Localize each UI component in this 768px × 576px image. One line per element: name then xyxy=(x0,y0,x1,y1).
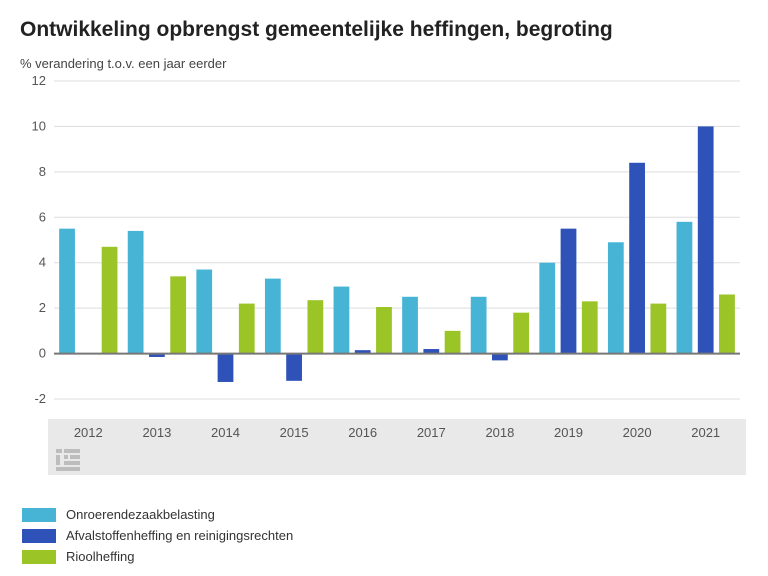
x-tick-label: 2019 xyxy=(554,425,583,440)
legend-swatch xyxy=(22,550,56,564)
legend-label: Afvalstoffenheffing en reinigingsrechten xyxy=(66,528,293,543)
x-tick-label: 2017 xyxy=(417,425,446,440)
bar xyxy=(128,231,144,354)
legend-swatch xyxy=(22,508,56,522)
x-tick-label: 2012 xyxy=(74,425,103,440)
legend-item: Afvalstoffenheffing en reinigingsrechten xyxy=(22,528,362,543)
bar xyxy=(102,247,118,354)
bar xyxy=(402,297,418,354)
x-tick-label: 2016 xyxy=(348,425,377,440)
bar xyxy=(218,354,234,382)
bar xyxy=(677,222,693,354)
bar xyxy=(445,331,461,354)
bar xyxy=(286,354,302,381)
legend-label: Onroerendezaakbelasting xyxy=(66,507,215,522)
bar xyxy=(376,307,392,354)
x-tick-label: 2021 xyxy=(691,425,720,440)
bar xyxy=(59,229,75,354)
y-tick-label: 10 xyxy=(32,118,46,133)
bar xyxy=(239,304,255,354)
x-tick-label: 2020 xyxy=(623,425,652,440)
y-tick-label: 4 xyxy=(39,255,46,270)
y-tick-label: 0 xyxy=(39,346,46,361)
y-tick-label: 2 xyxy=(39,300,46,315)
bar xyxy=(513,313,529,354)
x-tick-label: 2018 xyxy=(485,425,514,440)
bar xyxy=(196,270,212,354)
bar xyxy=(307,300,323,353)
bar xyxy=(650,304,666,354)
legend-swatch xyxy=(22,529,56,543)
legend-item: Rioolheffing xyxy=(22,549,362,564)
y-tick-label: 12 xyxy=(32,75,46,88)
bar xyxy=(539,263,555,354)
bar xyxy=(334,287,350,354)
bar xyxy=(492,354,508,361)
bar xyxy=(582,301,598,353)
chart-plot-area: -2 0 2 4 6 8 10 12 2012 2013 2014 2015 2016 2017 2018 2… xyxy=(20,75,748,493)
chart-title: Ontwikkeling opbrengst gemeentelijke hef… xyxy=(20,18,748,42)
chart-subtitle: % verandering t.o.v. een jaar eerder xyxy=(20,56,748,71)
legend: Onroerendezaakbelasting Afvalstoffenheffi… xyxy=(20,507,748,564)
bar xyxy=(629,163,645,354)
bar xyxy=(265,279,281,354)
bar xyxy=(719,295,735,354)
x-tick-label: 2014 xyxy=(211,425,240,440)
y-tick-label: -2 xyxy=(34,391,46,406)
bar xyxy=(698,126,714,353)
y-tick-label: 8 xyxy=(39,164,46,179)
chart-container: Ontwikkeling opbrengst gemeentelijke hef… xyxy=(0,0,768,576)
x-tick-label: 2013 xyxy=(142,425,171,440)
bar xyxy=(170,276,186,353)
legend-label: Rioolheffing xyxy=(66,549,134,564)
x-tick-label: 2015 xyxy=(280,425,309,440)
y-tick-label: 6 xyxy=(39,209,46,224)
chart-svg: -2 0 2 4 6 8 10 12 2012 2013 2014 2015 2016 2017 2018 2… xyxy=(20,75,748,475)
bar xyxy=(471,297,487,354)
legend-item: Onroerendezaakbelasting xyxy=(22,507,362,522)
bar xyxy=(608,242,624,353)
bar xyxy=(561,229,577,354)
